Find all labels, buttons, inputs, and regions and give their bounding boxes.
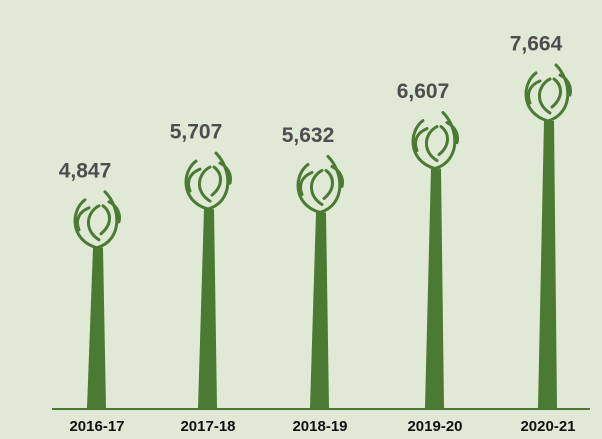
plant-leaf — [99, 204, 111, 236]
plant-leaf — [425, 125, 439, 163]
plant-stem — [425, 168, 444, 408]
plant-leaf — [87, 204, 101, 242]
plant-bar — [73, 190, 121, 408]
plant-bar — [296, 154, 344, 408]
plant-leaf — [550, 77, 562, 109]
plant-leaf — [538, 77, 552, 115]
plant-stem — [198, 209, 217, 408]
plant-bar — [411, 111, 459, 408]
value-label: 5,632 — [282, 124, 335, 147]
plant-leaf — [411, 119, 437, 171]
plant-bar — [524, 63, 572, 408]
plant-leaf — [445, 121, 459, 145]
plant-leaf — [75, 206, 91, 232]
value-label: 6,607 — [397, 80, 450, 103]
x-tick-label: 2018-19 — [292, 418, 347, 435]
value-label: 4,847 — [59, 159, 112, 182]
plant-stem — [310, 212, 329, 408]
plant-leaf — [298, 170, 314, 196]
plant-leaf — [526, 79, 542, 105]
plant-leaf — [296, 162, 322, 214]
plant-leaf — [524, 71, 550, 123]
plant-leaf — [413, 127, 429, 153]
plant-leaf — [218, 161, 232, 185]
plant-leaf — [318, 154, 342, 214]
value-label: 5,707 — [170, 121, 223, 144]
plant-leaf — [73, 198, 99, 250]
plant-stem — [87, 247, 106, 408]
x-tick-label: 2017-18 — [180, 418, 235, 435]
plant-leaf — [310, 168, 324, 206]
plant-bar — [184, 151, 232, 408]
plant-leaf — [206, 151, 230, 211]
value-label: 7,664 — [510, 33, 563, 56]
plant-leaf — [437, 125, 449, 157]
x-tick-label: 2019-20 — [407, 418, 462, 435]
plant-leaf — [546, 63, 570, 123]
plant-leaf — [198, 165, 212, 203]
plant-leaf — [433, 111, 457, 171]
plant-stem — [538, 121, 557, 408]
plant-leaf — [558, 73, 572, 97]
x-tick-label: 2020-21 — [520, 418, 575, 435]
plant-leaf — [95, 190, 119, 250]
plant-leaf — [107, 200, 121, 224]
plant-leaf — [330, 164, 344, 188]
x-tick-label: 2016-17 — [69, 418, 124, 435]
plant-leaf — [184, 159, 210, 211]
plant-leaf — [186, 167, 202, 193]
plant-leaf — [210, 165, 222, 197]
plant-leaf — [322, 168, 334, 200]
